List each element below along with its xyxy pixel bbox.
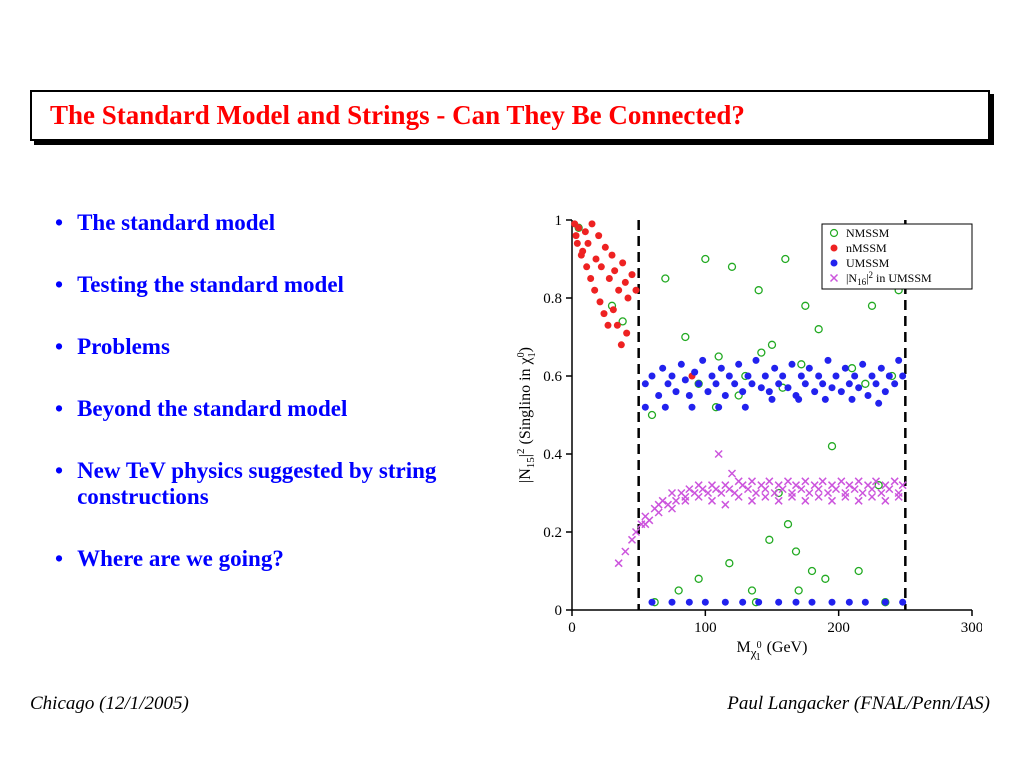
bullet-text: Problems — [77, 334, 170, 360]
bullet-item: • Problems — [55, 334, 495, 360]
bullet-item: • The standard model — [55, 210, 495, 236]
bullet-item: • Where are we going? — [55, 546, 495, 572]
footer-left: Chicago (12/1/2005) — [30, 693, 189, 715]
bullet-item: • Beyond the standard model — [55, 396, 495, 422]
svg-text:0.8: 0.8 — [543, 291, 562, 307]
bullet-icon: • — [55, 546, 63, 572]
svg-text:0: 0 — [568, 620, 576, 636]
svg-text:NMSSM: NMSSM — [846, 226, 890, 240]
svg-text:1: 1 — [555, 213, 563, 229]
bullet-text: Beyond the standard model — [77, 396, 347, 422]
svg-text:200: 200 — [827, 620, 850, 636]
bullet-icon: • — [55, 396, 63, 422]
svg-text:nMSSM: nMSSM — [846, 241, 887, 255]
title-box: The Standard Model and Strings - Can The… — [30, 90, 990, 141]
page-title: The Standard Model and Strings - Can The… — [50, 100, 970, 131]
bullet-icon: • — [55, 210, 63, 236]
chart-svg: 0 100 200 300 0 0.2 0.4 0.6 0.8 1 Mχ01 (GeV) |N15|2… — [512, 210, 982, 660]
svg-text:0.6: 0.6 — [543, 369, 562, 385]
svg-text:0.2: 0.2 — [543, 525, 562, 541]
bullet-text: Where are we going? — [77, 546, 284, 572]
svg-text:0.4: 0.4 — [543, 447, 562, 463]
bullet-item: • New TeV physics suggested by string co… — [55, 458, 495, 510]
bullet-icon: • — [55, 458, 63, 484]
svg-text:UMSSM: UMSSM — [846, 256, 890, 270]
svg-text:100: 100 — [694, 620, 717, 636]
bullet-icon: • — [55, 272, 63, 298]
bullet-text: Testing the standard model — [77, 272, 344, 298]
svg-text:300: 300 — [961, 620, 982, 636]
bullet-icon: • — [55, 334, 63, 360]
svg-text:Mχ01 (GeV): Mχ01 (GeV) — [737, 639, 808, 660]
bullet-text: New TeV physics suggested by string cons… — [77, 458, 495, 510]
bullet-text: The standard model — [77, 210, 275, 236]
svg-text:0: 0 — [555, 603, 563, 619]
bullet-item: • Testing the standard model — [55, 272, 495, 298]
footer-right: Paul Langacker (FNAL/Penn/IAS) — [727, 693, 990, 715]
svg-text:|N15|2 (Singlino in χ01): |N15|2 (Singlino in χ01) — [515, 347, 538, 483]
scatter-chart: 0 100 200 300 0 0.2 0.4 0.6 0.8 1 Mχ01 (GeV) |N15|2… — [512, 210, 982, 660]
bullet-list: • The standard model • Testing the stand… — [55, 210, 495, 608]
footer: Chicago (12/1/2005) Paul Langacker (FNAL… — [30, 693, 990, 715]
